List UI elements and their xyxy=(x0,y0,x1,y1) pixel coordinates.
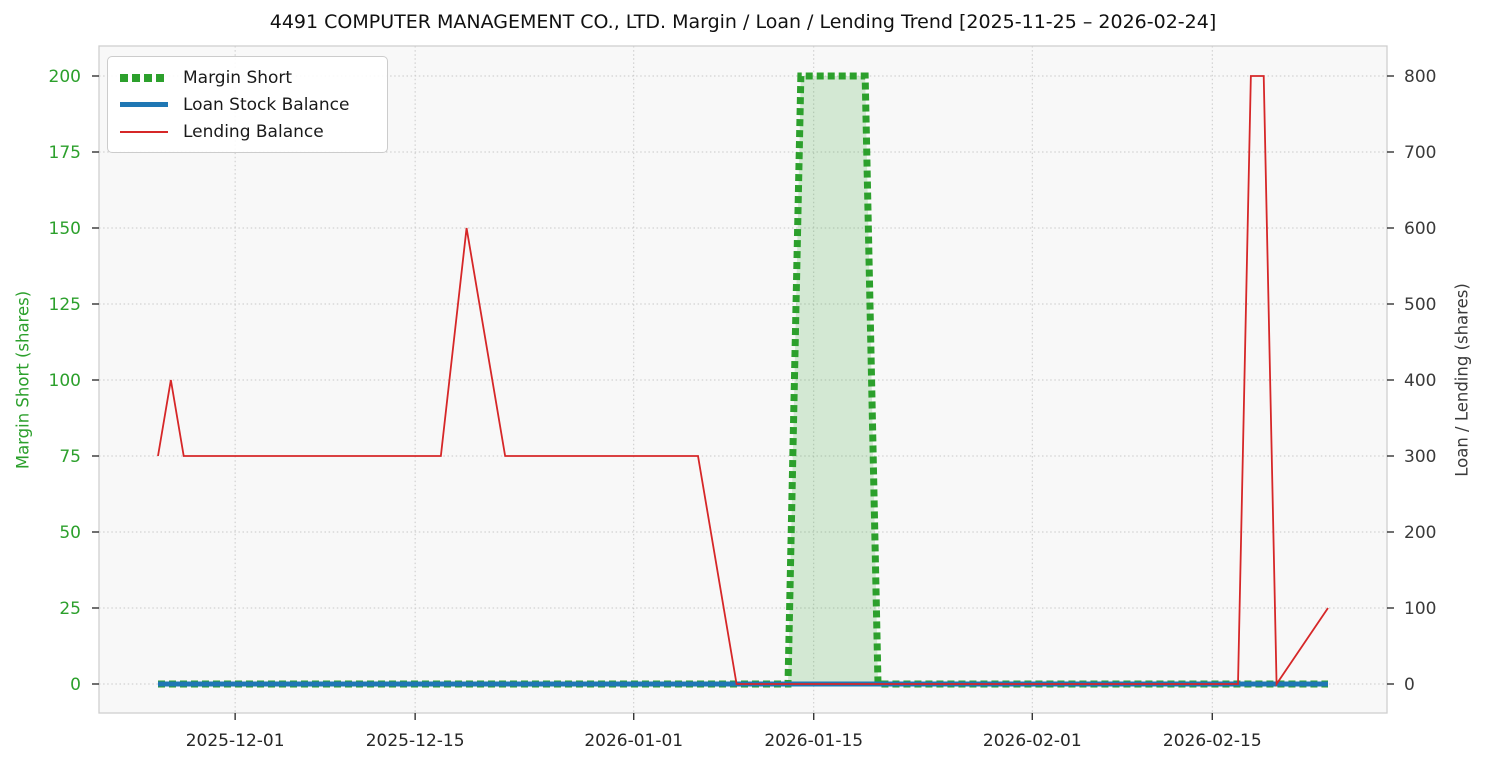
svg-text:175: 175 xyxy=(49,143,81,163)
svg-text:700: 700 xyxy=(1404,143,1436,163)
x-tick-labels: 2025-12-01 2025-12-15 2026-01-01 2026-01-15… xyxy=(186,731,1262,751)
svg-text:2026-01-15: 2026-01-15 xyxy=(764,731,863,751)
legend-label-margin-short: Margin Short xyxy=(183,67,293,88)
svg-text:2025-12-01: 2025-12-01 xyxy=(186,731,285,751)
legend-item-lending-balance: Lending Balance xyxy=(120,122,375,142)
svg-text:500: 500 xyxy=(1404,295,1436,315)
right-axis-label: Loan / Lending (shares) xyxy=(1452,283,1472,477)
svg-text:0: 0 xyxy=(70,675,81,695)
legend-item-loan-stock-balance: Loan Stock Balance xyxy=(120,95,375,115)
margin-short-line-swatch-icon xyxy=(120,73,168,82)
legend-label-loan-stock-balance: Loan Stock Balance xyxy=(183,94,350,115)
chart-title: 4491 COMPUTER MANAGEMENT CO., LTD. Margi… xyxy=(269,11,1217,33)
series-line-lending-balance xyxy=(157,75,1329,687)
lending-line-swatch-icon xyxy=(120,130,168,133)
svg-text:100: 100 xyxy=(49,371,81,391)
svg-text:0: 0 xyxy=(1404,675,1415,695)
legend-item-margin-short: Margin Short xyxy=(120,68,375,88)
right-tick-labels: 0 100 200 300 400 500 600 700 800 xyxy=(1404,67,1436,695)
svg-text:125: 125 xyxy=(49,295,81,315)
svg-text:200: 200 xyxy=(1404,523,1436,543)
svg-text:2026-02-15: 2026-02-15 xyxy=(1163,731,1262,751)
svg-text:150: 150 xyxy=(49,219,81,239)
svg-text:200: 200 xyxy=(49,67,81,87)
svg-text:2025-12-15: 2025-12-15 xyxy=(366,731,465,751)
legend: Margin Short Loan Stock Balance Lending … xyxy=(107,56,388,153)
left-tick-labels: 0 25 50 75 100 125 150 175 200 xyxy=(49,67,81,695)
svg-text:300: 300 xyxy=(1404,447,1436,467)
svg-text:600: 600 xyxy=(1404,219,1436,239)
left-axis-label: Margin Short (shares) xyxy=(13,290,33,470)
svg-text:25: 25 xyxy=(59,599,81,619)
svg-text:2026-01-01: 2026-01-01 xyxy=(584,731,683,751)
svg-text:400: 400 xyxy=(1404,371,1436,391)
svg-text:2026-02-01: 2026-02-01 xyxy=(983,731,1082,751)
svg-text:800: 800 xyxy=(1404,67,1436,87)
svg-text:50: 50 xyxy=(59,523,81,543)
svg-text:75: 75 xyxy=(59,447,81,467)
tick-marks xyxy=(92,75,1394,720)
svg-text:100: 100 xyxy=(1404,599,1436,619)
loan-stock-line-swatch-icon xyxy=(120,102,168,107)
legend-label-lending-balance: Lending Balance xyxy=(183,121,324,142)
